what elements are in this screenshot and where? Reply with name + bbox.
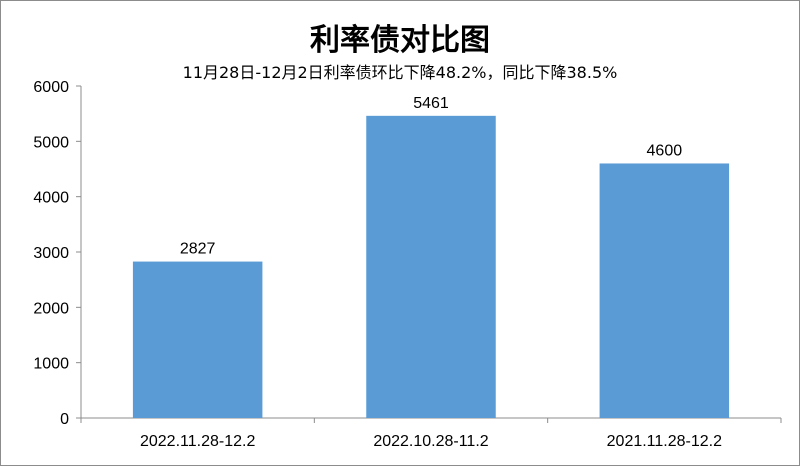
bar bbox=[599, 163, 730, 418]
y-tick-label: 1000 bbox=[33, 356, 69, 373]
bar-data-label: 2827 bbox=[180, 241, 216, 258]
bar-data-label: 5461 bbox=[413, 95, 449, 112]
y-tick-label: 2000 bbox=[33, 300, 69, 317]
x-tick-label: 2022.10.28-11.2 bbox=[373, 433, 488, 450]
bar-data-label: 4600 bbox=[647, 142, 683, 159]
chart-title: 利率债对比图 bbox=[310, 23, 490, 58]
y-tick-label: 3000 bbox=[33, 245, 69, 262]
x-tick-label: 2021.11.28-12.2 bbox=[607, 433, 722, 450]
x-tick-label: 2022.11.28-12.2 bbox=[140, 433, 255, 450]
y-tick-label: 5000 bbox=[33, 134, 69, 151]
y-tick-label: 0 bbox=[60, 411, 69, 428]
bar bbox=[366, 115, 496, 418]
chart-subtitle: 11月28日-12月2日利率债环比下降48.2%，同比下降38.5% bbox=[182, 63, 618, 82]
y-tick-label: 4000 bbox=[33, 190, 69, 207]
y-tick-label: 6000 bbox=[33, 79, 69, 96]
bar bbox=[132, 261, 263, 418]
